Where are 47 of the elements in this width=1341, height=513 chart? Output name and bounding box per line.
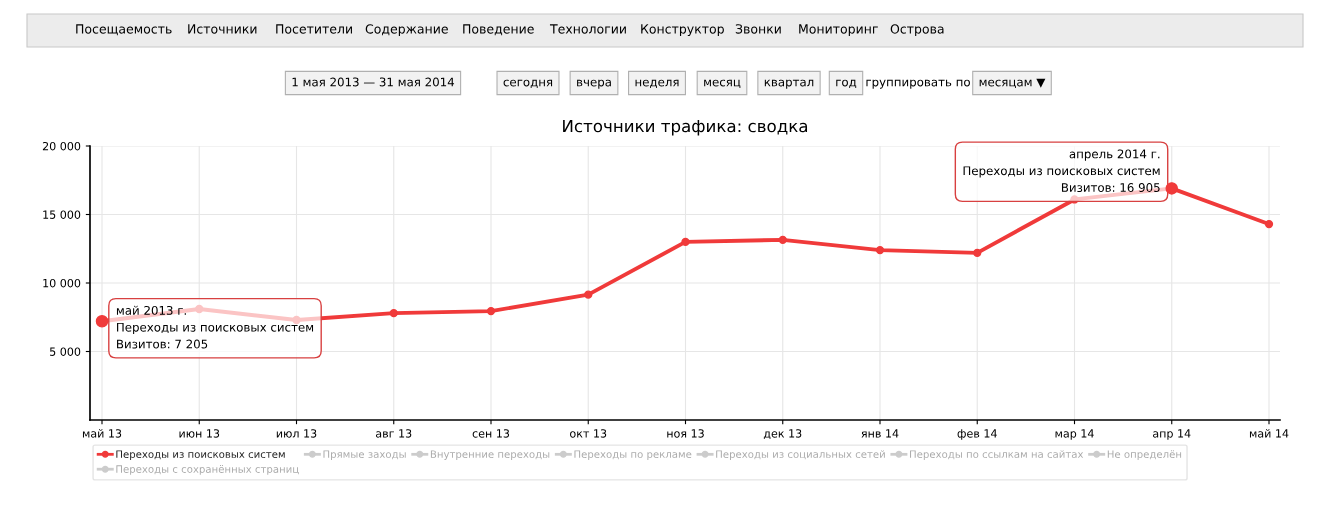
legend-label: Переходы по ссылкам на сайтах — [910, 450, 1084, 460]
text: Мониторинг — [799, 24, 878, 37]
text: Содержание — [365, 24, 448, 37]
text: год — [836, 79, 857, 88]
x-tick-label: янв 14 — [861, 429, 899, 438]
legend-label: Переходы по рекламе — [574, 450, 692, 460]
x-tick-label: сен 13 — [472, 429, 510, 438]
text: Источники — [188, 24, 257, 34]
x-tick-label: фев 14 — [957, 429, 997, 440]
y-tick-label: 10 000 — [43, 278, 81, 288]
text: месяцам ▼ — [979, 78, 1046, 88]
y-tick-label: 5 000 — [50, 347, 81, 356]
x-tick-label: авг 13 — [375, 429, 412, 438]
x-tick-label: июл 13 — [276, 429, 317, 438]
x-tick-label: мар 14 — [1055, 429, 1094, 440]
legend-label: Переходы из социальных сетей — [716, 450, 885, 460]
annotation: май 2013 г. Переходы из поисковых систем Визитов: 7 205 — [116, 305, 314, 349]
text: квартал — [764, 79, 814, 89]
chart-title: Источники трафика: сводка — [563, 119, 808, 136]
x-tick-label: апр 14 — [1153, 429, 1191, 440]
text: Конструктор — [641, 24, 724, 37]
text: неделя — [635, 79, 679, 88]
x-tick-label: дек 13 — [763, 429, 802, 440]
text: вчера — [577, 79, 611, 89]
x-tick-label: май 14 — [1249, 429, 1289, 438]
legend-label: Не определён — [1107, 450, 1182, 460]
text: месяц — [704, 79, 741, 88]
x-tick-label: окт 13 — [570, 429, 607, 438]
text: группировать по — [866, 79, 970, 89]
text: Звонки — [735, 24, 781, 34]
text: Посетители — [276, 24, 352, 34]
annotation: апрель 2014 г. Переходы из поисковых систем Визитов: 16 905 — [963, 149, 1160, 192]
text: Технологии — [549, 24, 626, 34]
text: Поведение — [463, 24, 534, 36]
legend-label: Переходы из поисковых систем — [116, 450, 285, 460]
y-tick-label: 20 000 — [42, 141, 81, 151]
text: Острова — [890, 24, 944, 37]
legend-label: Внутренние переходы — [430, 450, 550, 460]
y-tick-label: 15 000 — [43, 210, 81, 219]
legend-label: Переходы с сохранённых страниц — [116, 465, 299, 475]
text: сегодня — [503, 79, 553, 88]
x-tick-label: ноя 13 — [667, 429, 704, 438]
text: 1 мая 2013 — 31 мая 2014 — [292, 77, 455, 87]
legend-label: Прямые заходы — [323, 450, 406, 460]
text: Посещаемость — [76, 24, 172, 36]
x-tick-label: май 13 — [82, 429, 122, 438]
x-tick-label: июн 13 — [179, 429, 220, 438]
